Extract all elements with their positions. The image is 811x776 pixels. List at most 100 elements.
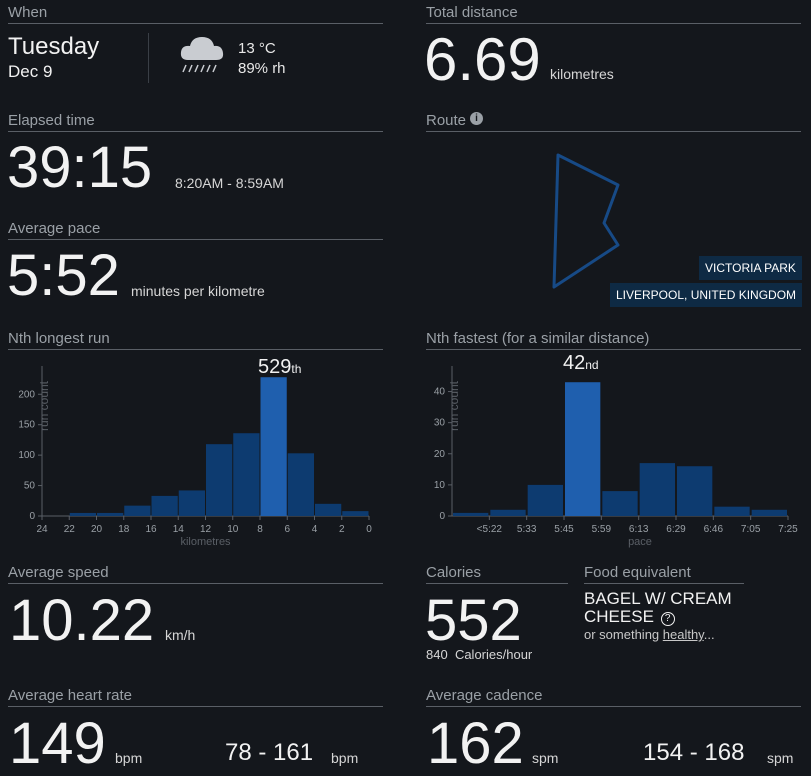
healthy-link[interactable]: healthy [662,627,704,642]
fastest-rank-number: 42 [563,352,586,374]
histogram-bar [639,463,675,516]
histogram-bar [124,505,151,516]
y-tick-label: 10 [434,480,446,491]
speed-unit: km/h [165,627,196,643]
y-tick-label: 20 [434,449,446,460]
histogram-bar [527,484,563,516]
elapsed-value: 39:15 [7,135,153,200]
y-tick-label: 200 [18,389,35,400]
longest-rank-suffix: th [291,362,302,376]
x-tick-label: 6:46 [704,524,724,535]
y-tick-label: 100 [18,450,35,461]
histogram-bar [287,453,314,516]
histogram-bar [315,503,342,516]
divider [8,131,383,132]
speed-value: 10.22 [9,588,155,653]
histogram-bar [714,506,750,516]
food-alt-prefix: or something [584,627,663,642]
heart-range-unit: bpm [331,750,359,766]
elapsed-title: Elapsed time [8,112,95,129]
x-tick-label: 16 [145,524,157,535]
histogram-bar [260,377,287,516]
histogram-bar [97,512,124,516]
calories-rate: 840 Calories/hour [426,647,532,662]
cadence-range: 154 - 168 [643,739,745,766]
divider [8,239,383,240]
histogram-bar [342,511,369,516]
x-tick-label: 6 [284,524,290,535]
histogram-bar [490,509,526,516]
x-tick-label: 20 [91,524,103,535]
distance-value: 6.69 [424,26,541,93]
x-tick-label: 2 [339,524,345,535]
histogram-bar [565,382,601,516]
date-label: Dec 9 [8,62,53,81]
y-tick-label: 30 [434,418,446,429]
calories-title: Calories [426,564,482,581]
temperature: 13 °C [238,40,276,57]
fastest-run-histogram: 0 10 20 30 40 run count <5:22 5:33 5:45 5:59 6:13 6… [434,366,798,548]
route-title: Route [426,112,467,129]
x-tick-label: 18 [118,524,130,535]
pace-unit: minutes per kilometre [131,283,265,299]
question-circle-icon[interactable]: ? [660,612,675,626]
x-tick-label: 7:05 [741,524,761,535]
day-label: Tuesday [8,33,100,60]
x-tick-label: 0 [366,524,372,535]
cadence-range-unit: spm [767,750,794,766]
cadence-value: 162 [427,711,524,776]
histogram-bar [453,512,489,516]
longest-title: Nth longest run [8,330,110,347]
y-tick-label: 40 [434,387,446,398]
x-tick-label: 5:33 [517,524,537,535]
divider [8,706,383,707]
x-tick-label: 14 [173,524,185,535]
x-tick-label: 10 [227,524,239,535]
histogram-bar [233,433,260,516]
distance-unit: kilometres [550,66,614,82]
calories-rate-value: 840 [426,647,448,662]
divider [426,706,801,707]
x-axis-label: pace [628,536,652,548]
y-tick-label: 0 [439,511,445,522]
x-axis-label: kilometres [180,536,231,548]
divider [584,583,744,584]
histogram-bar [677,466,713,516]
histogram-bar [751,509,787,516]
elapsed-range: 8:20AM - 8:59AM [175,175,284,191]
divider [148,33,149,83]
x-tick-label: 8 [257,524,263,535]
food-name: BAGEL W/ CREAM CHEESE ? [584,590,732,626]
divider [426,23,801,24]
longest-rank: 529th [258,356,301,379]
food-line-1: BAGEL W/ CREAM [584,589,732,608]
x-tick-label: <5:22 [477,524,503,535]
fastest-rank: 42nd [563,352,599,375]
x-tick-label: 12 [200,524,212,535]
humidity: 89% rh [238,60,286,77]
route-map[interactable] [540,145,630,295]
calories-value: 552 [425,588,522,653]
histogram-bar [206,444,233,516]
x-tick-label: 6:29 [666,524,686,535]
fastest-title: Nth fastest (for a similar distance) [426,330,650,347]
rain-cloud-icon [176,32,228,76]
x-tick-label: 22 [64,524,76,535]
x-tick-label: 6:13 [629,524,649,535]
divider [8,349,383,350]
divider [426,131,801,132]
longest-rank-number: 529 [258,356,292,378]
route-city-tag: LIVERPOOL, UNITED KINGDOM [610,283,803,307]
info-icon[interactable]: i [470,112,483,125]
histogram-bar [69,512,96,516]
cadence-unit: spm [532,750,559,766]
divider [426,349,801,350]
route-place-tag: VICTORIA PARK [699,256,802,280]
food-alt-suffix: ... [703,627,715,642]
y-tick-label: 50 [24,481,36,492]
food-alternative: or something healthy... [584,627,715,642]
food-title: Food equivalent [584,564,691,581]
divider [8,583,383,584]
x-tick-label: 4 [312,524,318,535]
